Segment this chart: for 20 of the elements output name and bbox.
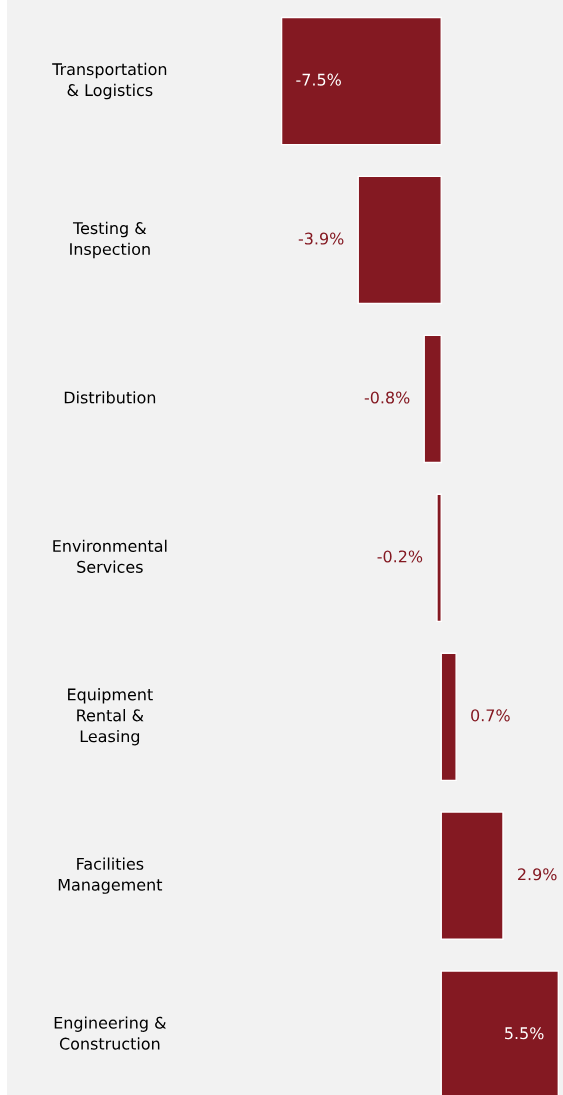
bar <box>280 16 442 146</box>
data-label: -0.8% <box>364 391 410 404</box>
y-tick-label: Distribution <box>64 391 156 404</box>
y-tick-label: Testing & Inspection <box>70 221 150 259</box>
data-label: 0.7% <box>471 709 510 722</box>
bar <box>436 493 442 623</box>
y-tick-label: Engineering & Construction <box>54 1016 167 1050</box>
bar <box>357 175 442 305</box>
data-label: -3.9% <box>298 232 344 245</box>
y-tick-label: Environmental Services <box>53 539 167 573</box>
data-label: -0.2% <box>377 550 423 563</box>
data-label: -7.5% <box>296 73 341 86</box>
bar <box>440 652 457 782</box>
y-tick-label: Transportation & Logistics <box>52 62 167 100</box>
y-tick-label: Equipment Rental & Leasing <box>68 688 153 746</box>
y-tick-label: Facilities Management <box>58 857 163 894</box>
bar <box>423 334 442 464</box>
bar <box>440 811 504 940</box>
data-label: 5.5% <box>505 1027 544 1040</box>
data-label: 2.9% <box>518 868 557 881</box>
